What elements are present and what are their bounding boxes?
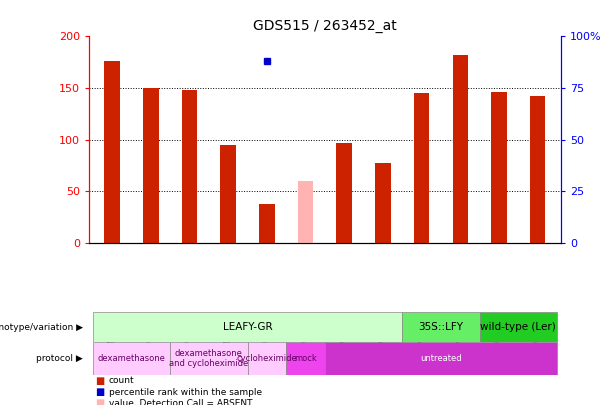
Text: GSM13793: GSM13793 bbox=[533, 312, 542, 358]
Bar bbox=[248, 342, 286, 375]
Text: untreated: untreated bbox=[420, 354, 462, 363]
Bar bbox=[170, 342, 248, 375]
Text: 35S::LFY: 35S::LFY bbox=[419, 322, 463, 332]
Text: GSM13778: GSM13778 bbox=[108, 312, 116, 358]
Text: dexamethasone
and cycloheximide: dexamethasone and cycloheximide bbox=[169, 349, 248, 368]
Text: GSM13792: GSM13792 bbox=[456, 312, 465, 357]
Text: GSM13785: GSM13785 bbox=[378, 312, 387, 358]
Text: mock: mock bbox=[294, 354, 317, 363]
Bar bbox=[286, 342, 325, 375]
Text: value, Detection Call = ABSENT: value, Detection Call = ABSENT bbox=[109, 399, 252, 405]
Bar bbox=[93, 342, 170, 375]
Title: GDS515 / 263452_at: GDS515 / 263452_at bbox=[253, 19, 397, 33]
Text: count: count bbox=[109, 376, 134, 385]
Text: GSM13779: GSM13779 bbox=[185, 312, 194, 358]
Bar bbox=[221, 145, 236, 243]
Bar bbox=[93, 312, 402, 342]
Bar bbox=[104, 61, 120, 243]
Bar bbox=[479, 312, 557, 342]
Bar bbox=[375, 164, 390, 243]
Text: dexamethasone: dexamethasone bbox=[97, 354, 166, 363]
Bar bbox=[414, 93, 429, 243]
Bar bbox=[259, 204, 275, 243]
Text: GSM13791: GSM13791 bbox=[495, 312, 503, 357]
Text: GSM13781: GSM13781 bbox=[340, 312, 349, 358]
Bar bbox=[402, 312, 479, 342]
Text: percentile rank within the sample: percentile rank within the sample bbox=[109, 388, 262, 396]
Text: protocol ▶: protocol ▶ bbox=[36, 354, 83, 363]
Text: LEAFY-GR: LEAFY-GR bbox=[223, 322, 272, 332]
Bar bbox=[530, 96, 546, 243]
Text: GSM13782: GSM13782 bbox=[147, 312, 155, 358]
Bar bbox=[491, 92, 507, 243]
Bar bbox=[337, 143, 352, 243]
Text: ■: ■ bbox=[95, 399, 104, 405]
Bar bbox=[143, 88, 159, 243]
Bar bbox=[181, 90, 197, 243]
Text: GSM13784: GSM13784 bbox=[301, 312, 310, 358]
Bar bbox=[325, 342, 557, 375]
Text: GSM13780: GSM13780 bbox=[262, 312, 272, 358]
Text: GSM13789: GSM13789 bbox=[417, 312, 426, 358]
Text: ■: ■ bbox=[95, 387, 104, 397]
Text: ■: ■ bbox=[95, 376, 104, 386]
Bar bbox=[452, 55, 468, 243]
Bar bbox=[298, 181, 313, 243]
Text: wild-type (Ler): wild-type (Ler) bbox=[481, 322, 556, 332]
Text: GSM13783: GSM13783 bbox=[224, 312, 233, 358]
Text: genotype/variation ▶: genotype/variation ▶ bbox=[0, 322, 83, 332]
Text: cycloheximide: cycloheximide bbox=[237, 354, 297, 363]
